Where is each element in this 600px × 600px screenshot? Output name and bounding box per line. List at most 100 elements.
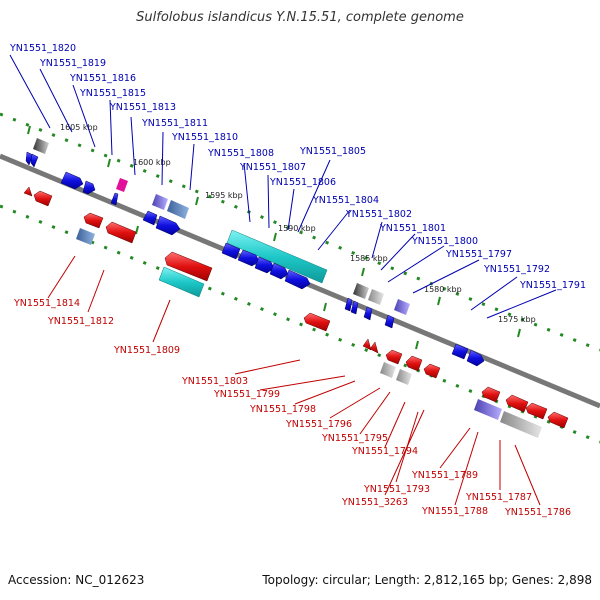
- accession-label: Accession: NC_012623: [8, 573, 145, 587]
- forward-gene-label: YN1551_1797: [445, 249, 512, 260]
- reverse-gene-label: YN1551_1814: [13, 298, 80, 309]
- steelblue-feature: [76, 228, 95, 245]
- reverse-gene-arrow: [481, 386, 501, 403]
- forward-gene-arrow: [30, 153, 39, 168]
- reverse-gene-label: YN1551_1798: [249, 404, 316, 415]
- forward-gene-arrow: [221, 242, 241, 260]
- reverse-gene-label: YN1551_1787: [465, 492, 532, 503]
- forward-gene-label: YN1551_1791: [519, 280, 586, 291]
- forward-gene-arrows: [25, 151, 485, 367]
- topology-label: Topology: circular; Length: 2,812,165 bp…: [262, 573, 592, 587]
- gray-feature: [33, 138, 49, 154]
- reverse-leader-lines: [47, 255, 541, 506]
- gray-feature: [396, 369, 412, 385]
- cyan-feature: [226, 229, 328, 284]
- forward-gene-arrow: [142, 210, 158, 226]
- reverse-gene-label: YN1551_1789: [411, 470, 478, 481]
- outer-dotted-track: [0, 112, 600, 352]
- purple-feature: [152, 194, 168, 210]
- reverse-gene-arrow: [547, 411, 569, 429]
- reverse-gene-label: YN1551_1788: [421, 506, 488, 517]
- position-marker-1585: 1585 kbp: [350, 254, 388, 263]
- reverse-gene-label: YN1551_1794: [351, 446, 418, 457]
- forward-gene-label: YN1551_1805: [299, 146, 366, 157]
- forward-gene-label: YN1551_1819: [39, 58, 106, 69]
- feature-blocks: [33, 138, 542, 438]
- forward-gene-label: YN1551_1807: [239, 162, 306, 173]
- gray-feature: [353, 283, 369, 299]
- reverse-gene-label: YN1551_1795: [321, 433, 388, 444]
- reverse-gene-arrow: [505, 394, 529, 413]
- position-marker-1590: 1590 kbp: [278, 224, 316, 233]
- reverse-gene-arrow: [83, 212, 104, 229]
- forward-gene-label: YN1551_1792: [483, 264, 550, 275]
- position-marker-1580: 1580 kbp: [424, 285, 462, 294]
- reverse-gene-label: YN1551_1796: [285, 419, 352, 430]
- position-marker-1595: 1595 kbp: [205, 191, 243, 200]
- steelblue-feature: [167, 200, 189, 219]
- cyan-feature: [158, 266, 205, 298]
- forward-gene-label: YN1551_1816: [69, 73, 136, 84]
- reverse-gene-arrows: [23, 186, 569, 429]
- tick-marks: [27, 125, 521, 350]
- reverse-gene-arrow: [385, 349, 403, 365]
- reverse-gene-label: YN1551_1803: [181, 376, 248, 387]
- forward-gene-arrow: [269, 262, 289, 280]
- reverse-gene-label: YN1551_1812: [47, 316, 114, 327]
- reverse-gene-arrow: [423, 363, 441, 379]
- reverse-gene-label: YN1551_1809: [113, 345, 180, 356]
- gray-feature: [500, 411, 542, 438]
- reverse-gene-label: YN1551_3263: [341, 497, 408, 508]
- forward-gene-arrow: [384, 314, 395, 329]
- gray-feature: [368, 289, 384, 305]
- reverse-gene-arrow: [105, 221, 137, 244]
- forward-gene-label: YN1551_1808: [207, 148, 274, 159]
- reverse-gene-arrow: [303, 312, 331, 332]
- forward-leader-lines: [9, 54, 557, 319]
- forward-gene-arrow: [110, 192, 119, 206]
- gray-feature: [380, 362, 396, 378]
- forward-gene-arrow: [350, 300, 359, 315]
- forward-gene-label: YN1551_1806: [269, 177, 336, 188]
- forward-gene-arrow: [155, 215, 181, 236]
- page-title: Sulfolobus islandicus Y.N.15.51, complet…: [136, 10, 464, 25]
- position-marker-1605: 1605 kbp: [60, 123, 98, 132]
- forward-gene-arrow: [284, 269, 311, 290]
- forward-gene-label: YN1551_1815: [79, 88, 146, 99]
- forward-gene-arrow: [451, 343, 469, 360]
- forward-gene-arrow: [237, 249, 260, 267]
- forward-gene-arrow: [344, 297, 353, 312]
- reverse-gene-arrow: [23, 186, 33, 197]
- forward-gene-label: YN1551_1804: [312, 195, 379, 206]
- forward-gene-label: YN1551_1810: [171, 132, 238, 143]
- forward-gene-label: YN1551_1801: [379, 223, 446, 234]
- forward-gene-arrow: [254, 256, 275, 274]
- forward-gene-label: YN1551_1800: [411, 236, 478, 247]
- reverse-gene-arrow: [164, 251, 213, 282]
- forward-gene-label: YN1551_1820: [9, 43, 76, 54]
- reverse-gene-arrow: [362, 338, 372, 351]
- reverse-gene-label: YN1551_1786: [504, 507, 571, 518]
- forward-gene-label: YN1551_1813: [109, 102, 176, 113]
- forward-gene-arrow: [25, 151, 34, 166]
- position-marker-1600: 1600 kbp: [133, 158, 171, 167]
- forward-gene-arrow: [363, 306, 373, 321]
- inner-dotted-track: [0, 204, 600, 444]
- purple-feature: [394, 299, 410, 315]
- reverse-gene-arrow: [369, 341, 379, 354]
- purple-feature: [474, 399, 502, 420]
- reverse-gene-label: YN1551_1799: [213, 389, 280, 400]
- magenta-feature: [116, 178, 128, 192]
- forward-gene-label: YN1551_1802: [345, 209, 412, 220]
- reverse-gene-arrow: [33, 190, 53, 207]
- reverse-gene-arrow: [405, 355, 423, 372]
- reverse-gene-arrow: [525, 402, 548, 420]
- position-marker-1575: 1575 kbp: [498, 315, 536, 324]
- reverse-gene-label: YN1551_1793: [363, 484, 430, 495]
- forward-gene-arrow: [466, 349, 485, 367]
- forward-gene-arrow: [82, 180, 96, 195]
- forward-gene-label: YN1551_1811: [141, 118, 208, 129]
- forward-gene-arrow: [60, 171, 84, 190]
